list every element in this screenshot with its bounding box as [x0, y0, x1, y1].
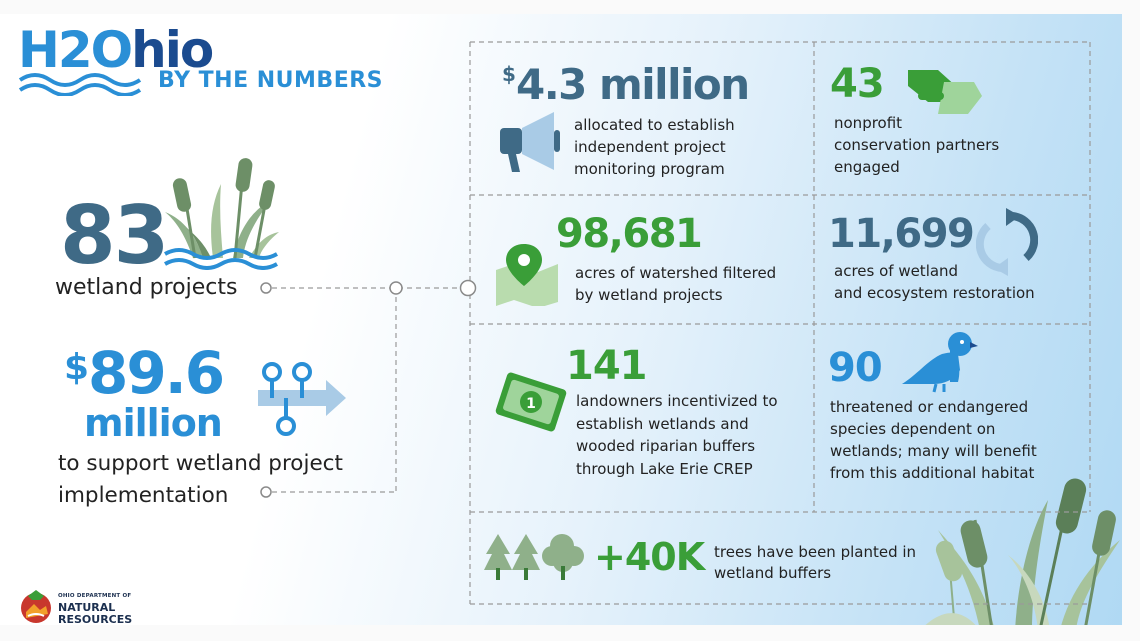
odnr-logo-icon — [21, 590, 51, 623]
screen-border-right — [1122, 0, 1140, 641]
odnr-org-name: OHIO DEPARTMENT OF NATURAL RESOURCES — [58, 593, 133, 626]
partners-description: nonprofit conservation partners engaged — [834, 114, 1000, 176]
wetland-projects-number: 83 — [60, 189, 169, 282]
flow-arrow-icon — [258, 362, 346, 436]
logo-wordmark: H2Ohio — [18, 21, 214, 79]
trees-icon — [484, 534, 584, 580]
partners-number: 43 — [830, 61, 885, 107]
watershed-description: acres of watershed filtered by wetland p… — [575, 264, 777, 304]
megaphone-icon — [500, 112, 560, 172]
recycle-arrows-icon — [976, 208, 1038, 276]
trees-number: +40K — [594, 535, 705, 579]
odnr-logo: OHIO DEPARTMENT OF NATURAL RESOURCES — [18, 586, 148, 630]
map-pin-icon — [496, 244, 558, 306]
monitoring-number: 4.3 million — [516, 60, 750, 109]
species-description: threatened or endangered species depende… — [830, 398, 1037, 482]
money-bill-icon: 1 — [495, 372, 567, 432]
h2ohio-logo: H2Ohio BY THE NUMBERS — [18, 22, 418, 102]
screen-border-top — [0, 0, 1140, 14]
cattail-icon — [164, 158, 279, 270]
water-waves-icon — [18, 73, 142, 96]
trees-description: trees have been planted in wetland buffe… — [714, 543, 917, 582]
species-number: 90 — [828, 345, 883, 391]
restoration-number: 11,699 — [828, 211, 975, 257]
funding-label: to support wetland project implementatio… — [58, 451, 343, 508]
svg-text:1: 1 — [526, 396, 536, 412]
logo-subtitle: BY THE NUMBERS — [158, 68, 384, 93]
landowners-number: 141 — [566, 343, 647, 389]
monitoring-dollar-sign: $ — [502, 62, 516, 86]
screen-border-bottom — [0, 625, 1140, 641]
bird-icon — [902, 332, 978, 393]
handshake-icon — [908, 70, 982, 114]
wetland-projects-label: wetland projects — [55, 275, 238, 300]
funding-unit: million — [84, 401, 223, 445]
restoration-description: acres of wetland and ecosystem restorati… — [834, 262, 1035, 302]
funding-dollar-sign: $ — [64, 347, 90, 388]
funding-number: 89.6 — [88, 339, 225, 407]
landowners-description: landowners incentivized to establish wet… — [576, 392, 778, 478]
monitoring-description: allocated to establish independent proje… — [574, 116, 735, 178]
watershed-number: 98,681 — [556, 211, 703, 257]
